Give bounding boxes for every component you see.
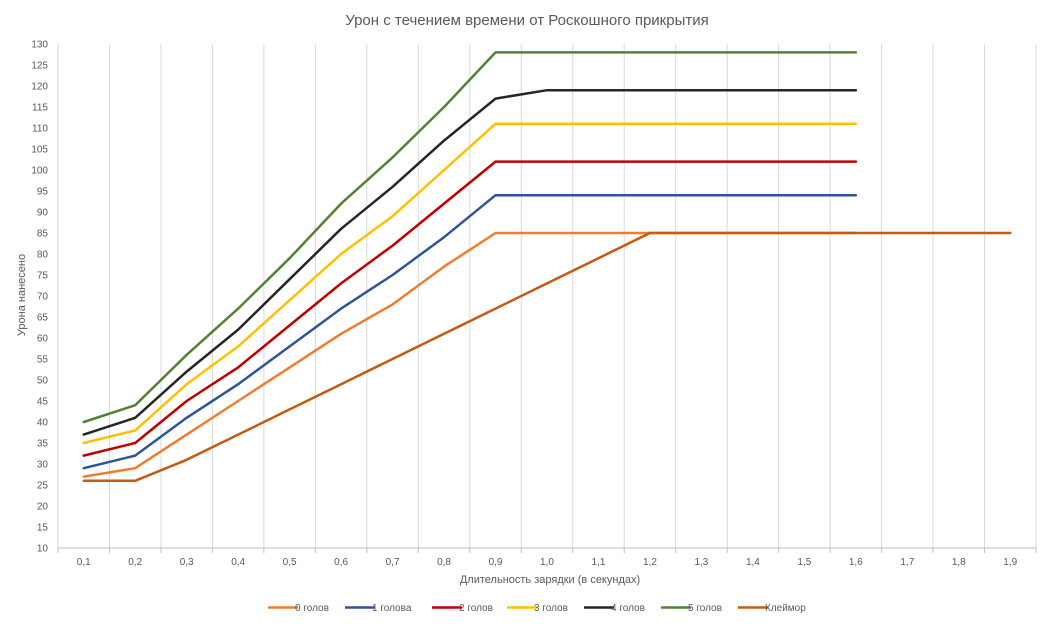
y-tick-label: 75: [37, 271, 49, 282]
chart-title: Урон с течением времени от Роскошного пр…: [345, 12, 709, 29]
x-tick-label: 1,3: [694, 557, 708, 568]
legend-label: 3 голов: [534, 603, 568, 614]
legend-label: Клеймор: [765, 603, 806, 614]
axis-layer: 0,1 0,2 0,3 0,4 0,5 0,6 0,7 0,8 0,9 1,0 1,1 1,2 1,3 1…: [31, 40, 1037, 568]
y-tick-label: 95: [37, 187, 49, 198]
legend-label: 0 голов: [295, 603, 329, 614]
series-line-5: [82, 88, 858, 436]
legend-label: 5 голов: [688, 603, 722, 614]
y-tick-label: 35: [37, 439, 49, 450]
y-tick-label: 55: [37, 355, 49, 366]
y-tick-label: 115: [32, 103, 48, 114]
legend: 0 голов 1 голова 2 голов 3 голов 4 голов 5 го…: [268, 603, 806, 614]
x-tick-label: 0,6: [334, 557, 348, 568]
series-line-3: [82, 160, 858, 457]
y-tick-label: 130: [31, 40, 48, 51]
y-tick-label: 20: [37, 502, 49, 513]
y-axis-label: Урона нанесено: [16, 254, 28, 336]
grid-layer: [57, 44, 1037, 548]
y-tick-label: 50: [37, 376, 49, 387]
y-tick-label: 45: [37, 397, 49, 408]
x-tick-label: 1,4: [746, 557, 760, 568]
x-tick-label: 0,3: [180, 557, 194, 568]
legend-item: 3 голов: [507, 603, 568, 614]
y-tick-label: 25: [37, 481, 49, 492]
y-tick-label: 100: [31, 166, 48, 177]
y-tick-label: 90: [37, 208, 49, 219]
x-tick-label: 1,1: [592, 557, 606, 568]
x-tick-label: 1,2: [643, 557, 657, 568]
series-layer: [82, 51, 1012, 483]
x-axis-label: Длительность зарядки (в секундах): [460, 574, 640, 586]
x-tick-label: 0,5: [283, 557, 297, 568]
y-tick-label: 120: [31, 82, 48, 93]
series-line-6: [82, 51, 858, 424]
series-line-4: [82, 122, 858, 445]
x-tick-label: 1,9: [1003, 557, 1017, 568]
y-tick-label: 70: [37, 292, 49, 303]
x-tick-label: 1,8: [952, 557, 966, 568]
y-tick-label: 15: [37, 523, 49, 534]
legend-item: 5 голов: [661, 603, 722, 614]
legend-item: 4 голов: [584, 603, 645, 614]
y-tick-label: 80: [37, 250, 49, 261]
y-tick-label: 65: [37, 313, 49, 324]
x-tick-label: 0,2: [128, 557, 142, 568]
x-tick-label: 0,7: [386, 557, 400, 568]
y-tick-label: 40: [37, 418, 49, 429]
y-tick-label: 30: [37, 460, 49, 471]
legend-item: Клеймор: [738, 603, 806, 614]
x-tick-label: 1,7: [900, 557, 914, 568]
series-line-2: [82, 193, 858, 470]
y-tick-label: 105: [31, 145, 48, 156]
legend-item: 2 голов: [432, 603, 493, 614]
legend-label: 1 голова: [372, 603, 412, 614]
x-tick-label: 0,1: [77, 557, 91, 568]
x-tick-label: 0,8: [437, 557, 451, 568]
y-tick-label: 125: [31, 61, 48, 72]
x-tick-label: 0,4: [231, 557, 245, 568]
y-tick-label: 85: [37, 229, 49, 240]
y-tick-label: 110: [32, 124, 48, 135]
x-tick-label: 0,9: [489, 557, 503, 568]
legend-item: 0 голов: [268, 603, 329, 614]
series-line-7: [82, 231, 1012, 483]
legend-label: 4 голов: [611, 603, 645, 614]
x-tick-label: 1,0: [540, 557, 554, 568]
x-tick-label: 1,5: [797, 557, 811, 568]
legend-item: 1 голова: [345, 603, 412, 614]
x-tick-label: 1,6: [849, 557, 863, 568]
y-tick-label: 60: [37, 334, 49, 345]
legend-label: 2 голов: [459, 603, 493, 614]
y-tick-label: 10: [37, 544, 49, 555]
